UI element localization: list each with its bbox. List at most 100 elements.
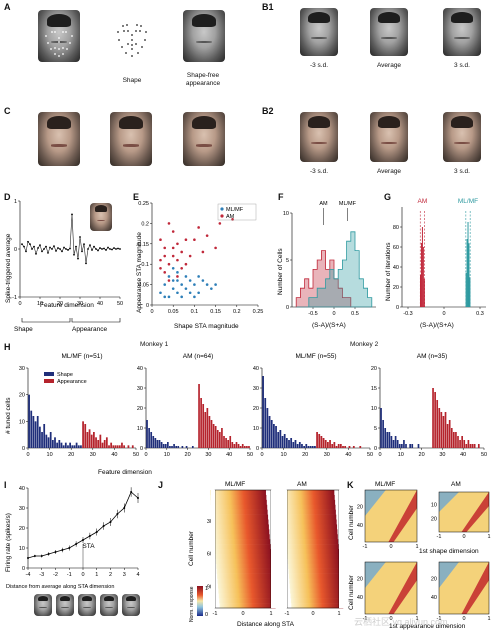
k-xtick-label: 0 — [389, 544, 392, 550]
e-point — [193, 283, 196, 286]
f-xtick-label: 0 — [332, 311, 335, 317]
d-point — [79, 236, 81, 238]
h-appearance-bar — [237, 444, 240, 448]
tuned-cells-histograms: # tuned cells ML/MF (n=51)0 10 20 30 40 50010… — [5, 353, 487, 476]
j-heatmap-cell — [291, 603, 344, 609]
h-ytick-label: 0 — [374, 446, 377, 452]
e-legend-label: AM — [226, 214, 235, 220]
h-shape-bar — [398, 444, 401, 448]
f-xlabel: (S-A)/(S+A) — [312, 322, 346, 329]
h-shape-bar — [56, 442, 59, 448]
j-title-am: AM — [297, 481, 307, 488]
h-appearance-bar — [93, 432, 95, 448]
d-point — [115, 248, 117, 250]
k-xlabel-shape: 1st shape dimension — [419, 548, 479, 555]
h-shape-bar — [405, 444, 407, 448]
h-shape-bar — [156, 440, 159, 448]
h-appearance-bar — [127, 445, 130, 448]
k-heatmap-band — [439, 492, 489, 532]
h-appearance-bar — [333, 442, 336, 448]
h-appearance-bar — [200, 398, 202, 448]
d-point — [71, 213, 73, 216]
h-shape-bar — [314, 446, 316, 448]
h-legend-app-label: Appearance — [57, 379, 87, 385]
h-appearance-bar — [108, 445, 110, 448]
h-shape-bar — [305, 444, 308, 448]
h-appearance-bar — [219, 432, 221, 448]
e-point — [167, 275, 171, 278]
h-appearance-bar — [465, 444, 468, 448]
d-point — [27, 240, 29, 243]
j-heatmap-row — [289, 578, 342, 584]
k-heatmap-band — [365, 562, 417, 614]
shape-landmarks — [117, 24, 147, 57]
h-appearance-bar — [114, 445, 117, 448]
j-heatmap-cell — [216, 563, 273, 569]
j-heatmap-cell — [283, 509, 336, 515]
h-appearance-bar — [103, 440, 106, 448]
j-heatmap-row — [283, 509, 336, 515]
e-legend-box — [217, 203, 257, 221]
panel-label-g: G — [384, 192, 392, 202]
h-xtick-label: 0 — [260, 452, 263, 458]
j-heatmap-cell — [211, 509, 268, 515]
g-xtick-label: -0.3 — [403, 311, 412, 317]
j-heatmap-cell — [285, 524, 338, 530]
h-appearance-bar — [214, 426, 217, 448]
h-shape-bar — [41, 432, 43, 448]
k-xlabel-app: 1st appearance dimension — [389, 623, 466, 630]
h-xtick-label: 50 — [247, 452, 253, 458]
monkey2-label: Monkey 2 — [350, 341, 379, 348]
d-point — [61, 250, 63, 253]
i-face-2 — [56, 594, 74, 616]
j-heatmap-row — [282, 490, 335, 496]
j-heatmap-row — [214, 544, 271, 550]
d-point — [77, 257, 79, 260]
e-point — [171, 279, 175, 282]
e-point — [184, 262, 188, 266]
h-appearance-bar — [471, 444, 474, 448]
h-shape-bar — [264, 398, 267, 448]
i-xtick-label: 3 — [123, 572, 126, 578]
h-ytick-label: 5 — [374, 426, 377, 432]
h-xtick-label: 10 — [398, 452, 404, 458]
k-xtick-label: 1 — [487, 534, 490, 540]
e-point — [214, 246, 217, 250]
j-heatmap-cell — [217, 573, 274, 579]
h-appearance-bar — [453, 432, 455, 448]
j-heatmap-cell — [285, 534, 338, 540]
k-ytick-label: 20 — [431, 577, 437, 583]
e-point — [171, 266, 175, 270]
i-point — [68, 547, 71, 549]
h-shape-bar — [69, 442, 71, 448]
d-appearance-bracket — [71, 318, 121, 323]
g-ytick-label: 60 — [393, 245, 399, 251]
k-xtick-label: 1 — [415, 544, 418, 550]
g-bar — [422, 247, 424, 307]
d-point — [39, 244, 41, 247]
h-shape-bar — [67, 445, 69, 448]
i-point — [137, 497, 139, 499]
j-heatmap-row — [287, 558, 340, 565]
h-shape-bar — [177, 446, 180, 448]
j-heatmap-row — [217, 578, 274, 584]
j-heatmap-cell — [217, 578, 274, 584]
e-point — [176, 291, 179, 295]
i-point — [33, 555, 36, 557]
j-heatmap-cell — [209, 490, 266, 496]
g-xtick-label: 0.3 — [476, 311, 484, 317]
d-point — [101, 248, 103, 250]
h-xtick-label: 50 — [133, 452, 139, 458]
d-point — [33, 245, 35, 248]
h-shape-bar — [51, 440, 54, 448]
d-shape-bracket — [21, 318, 71, 323]
j-heatmap-row — [288, 563, 341, 569]
j-heatmap-cell — [289, 583, 342, 589]
h-shape-bar — [30, 410, 33, 448]
h-shape-bar — [380, 408, 382, 448]
h-appearance-bar — [223, 436, 225, 448]
e-point — [184, 287, 188, 290]
h-shape-bar — [185, 446, 188, 448]
i-xtick-label: 4 — [136, 572, 139, 578]
h-appearance-bar — [248, 446, 250, 448]
